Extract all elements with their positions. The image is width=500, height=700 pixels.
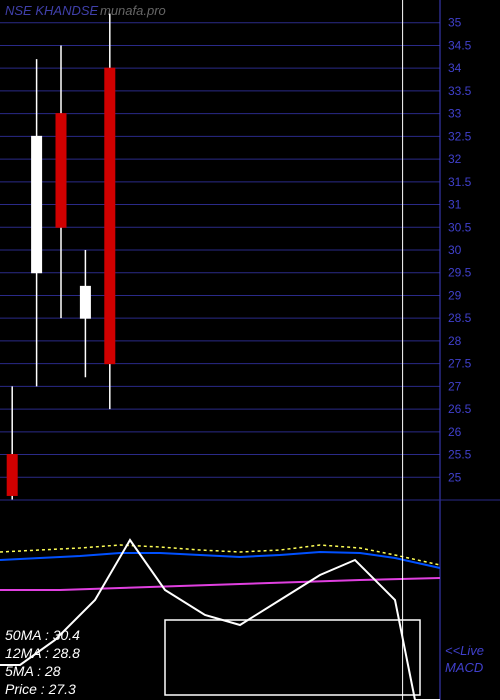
y-axis-label: 28.5	[448, 311, 472, 325]
indicator-label: 12MA : 28.8	[5, 645, 80, 661]
indicator-label: 5MA : 28	[5, 663, 61, 679]
y-axis-label: 25	[448, 470, 462, 484]
candle-body	[7, 455, 17, 496]
candle-body	[32, 136, 42, 272]
chart-svg: 25 25.5 26 26.5 27 27.5 28 28.5 29 29.5 30 30.5 31 31…	[0, 0, 500, 700]
y-axis-label: 28	[448, 334, 462, 348]
chart-title: NSE KHANDSE	[5, 3, 99, 18]
y-axis-label: 29.5	[448, 266, 472, 280]
y-axis-label: 30	[448, 243, 462, 257]
y-axis-label: 32.5	[448, 129, 472, 143]
y-axis-label: 33	[448, 107, 462, 121]
y-axis-label: 26	[448, 425, 462, 439]
candle-body	[56, 114, 66, 228]
y-axis-label: 27	[448, 379, 462, 393]
y-axis-label: 27.5	[448, 357, 472, 371]
candle-body	[80, 286, 90, 318]
indicator-label: Price : 27.3	[5, 681, 76, 697]
y-axis-label: 34	[448, 61, 462, 75]
y-axis-label: 32	[448, 152, 462, 166]
chart-background	[0, 0, 500, 700]
side-label: MACD	[445, 660, 483, 675]
y-axis-label: 31.5	[448, 175, 472, 189]
y-axis-label: 25.5	[448, 448, 472, 462]
y-axis-label: 34.5	[448, 38, 472, 52]
y-axis-label: 31	[448, 198, 462, 212]
y-axis-label: 30.5	[448, 220, 472, 234]
indicator-label: 50MA : 30.4	[5, 627, 80, 643]
stock-chart: 25 25.5 26 26.5 27 27.5 28 28.5 29 29.5 30 30.5 31 31…	[0, 0, 500, 700]
candle-body	[105, 68, 115, 363]
side-label: <<Live	[445, 643, 484, 658]
y-axis-label: 33.5	[448, 84, 472, 98]
y-axis-label: 29	[448, 288, 462, 302]
y-axis-label: 35	[448, 16, 462, 30]
y-axis-label: 26.5	[448, 402, 472, 416]
